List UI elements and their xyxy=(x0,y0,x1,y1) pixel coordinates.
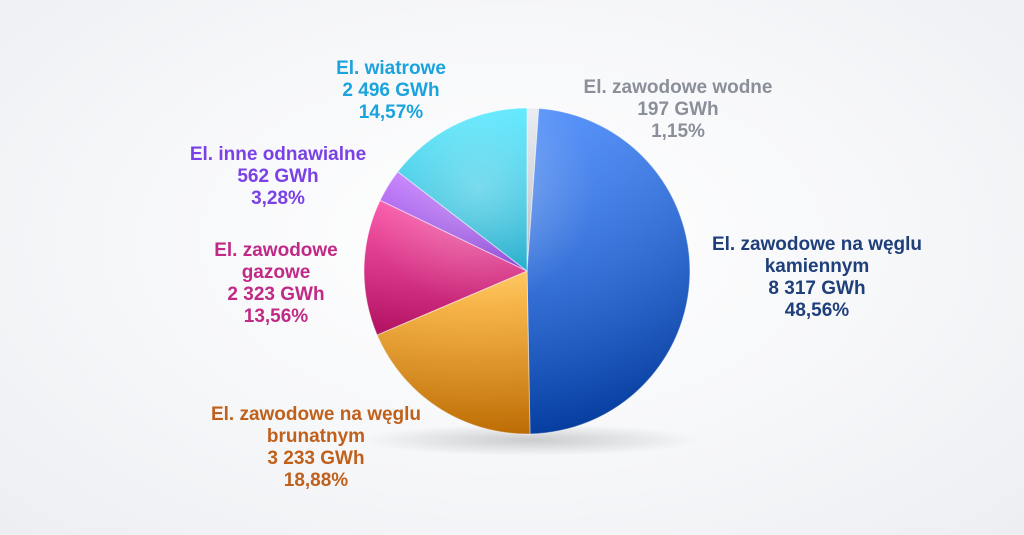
slice-label-line: 13,56% xyxy=(244,306,309,327)
slice-label-line: 3 233 GWh xyxy=(267,448,364,469)
slice-label-line: 14,57% xyxy=(359,102,424,123)
slice-label-line: 197 GWh xyxy=(637,99,718,120)
slice-label-line: El. zawodowe na węglu xyxy=(211,404,421,425)
slice-label-line: 8 317 GWh xyxy=(768,278,865,299)
slice-label-line: 2 496 GWh xyxy=(342,80,439,101)
slice-label: El. inne odnawialne 562 GWh 3,28% xyxy=(190,144,366,209)
slice-label-line: 562 GWh xyxy=(237,166,318,187)
slice-label-line: El. inne odnawialne xyxy=(190,144,366,165)
slice-label: El. zawodowe wodne 197 GWh 1,15% xyxy=(584,77,773,142)
slice-label-line: 48,56% xyxy=(785,300,850,321)
slice-label-line: 1,15% xyxy=(651,121,705,142)
slice-label-line: gazowe xyxy=(242,262,311,283)
slice-label-line: kamiennym xyxy=(765,256,870,277)
slice-label-line: El. zawodowe na węglu xyxy=(712,234,922,255)
slice-label-line: El. wiatrowe xyxy=(336,58,446,79)
pie-slices xyxy=(363,107,691,435)
slice-label: El. zawodowe na węglu brunatnym 3 233 GWh 1… xyxy=(211,404,421,491)
slice-label-line: 18,88% xyxy=(284,470,349,491)
slice-label-line: El. zawodowe xyxy=(214,240,338,261)
pie-slice xyxy=(526,107,691,435)
slice-label: El. wiatrowe 2 496 GWh 14,57% xyxy=(336,58,446,123)
slice-label: El. zawodowe gazowe 2 323 GWh 13,56% xyxy=(214,240,338,327)
slice-label-line: El. zawodowe wodne xyxy=(584,77,773,98)
slice-label-line: brunatnym xyxy=(267,426,365,447)
slice-label-line: 2 323 GWh xyxy=(227,284,324,305)
slice-labels: El. zawodowe wodne 197 GWh 1,15%El. zawodo… xyxy=(190,58,922,491)
slice-label: El. zawodowe na węglu kamiennym 8 317 GWh 4… xyxy=(712,234,922,321)
slice-label-line: 3,28% xyxy=(251,188,305,209)
